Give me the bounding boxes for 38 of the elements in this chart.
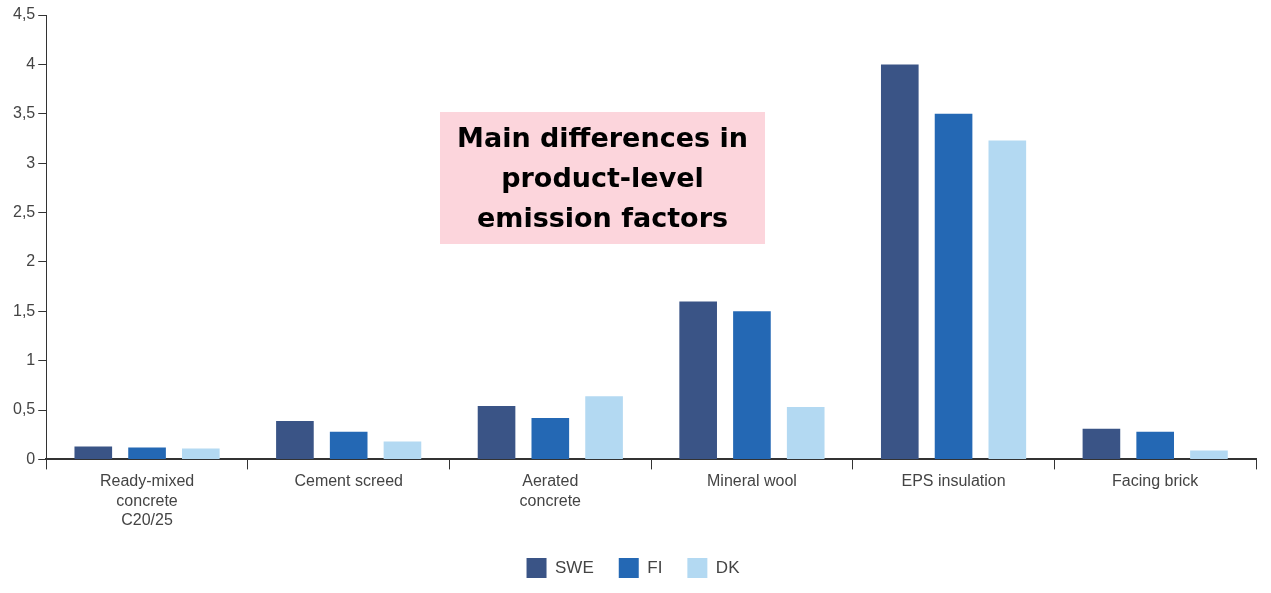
legend-label: FI [647,557,663,577]
bar [383,441,422,459]
bar [329,431,368,459]
y-tick-label: 2,5 [12,202,36,220]
bar [1136,431,1175,459]
y-tick-label: 3,5 [12,104,36,122]
x-tick-label: Aerated concrete [519,472,582,509]
y-tick-label: 4,5 [12,5,36,23]
bar [679,301,717,459]
bar [786,407,825,459]
y-tick-label: 4 [26,54,36,72]
bar [182,448,220,459]
bar [531,417,570,459]
x-tick-label: Ready-mixed concrete C20/25 [99,472,195,528]
bar [128,447,166,459]
bar [74,446,113,459]
y-tick-label: 0 [26,449,36,467]
bar [1082,428,1121,459]
bar [988,140,1027,459]
y-tick-label: 1,5 [12,301,36,319]
legend-label: DK [715,557,741,577]
y-tick-label: 2 [26,252,36,270]
y-tick-label: 1 [26,351,36,369]
x-tick-label: Mineral wool [707,472,797,490]
bar [733,311,771,459]
x-tick-label: Facing brick [1112,472,1200,490]
bar [1190,450,1228,459]
bar [276,420,314,459]
bar [585,396,623,459]
legend-label: SWE [555,557,594,577]
bar [477,406,516,459]
y-tick-label: 3 [26,153,36,171]
bar [934,113,973,459]
bar [880,64,919,459]
x-tick-label: Cement screed [294,472,403,490]
text: Main differences in product-level emission factors [440,112,765,244]
y-tick-label: 0,5 [12,400,36,418]
x-tick-label: EPS insulation [901,472,1006,490]
